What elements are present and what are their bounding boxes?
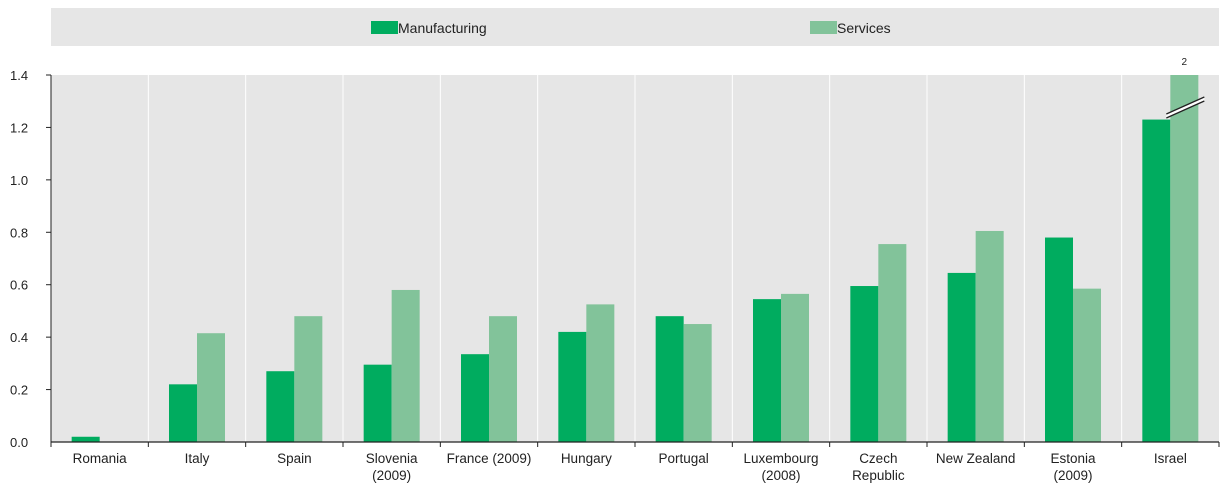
y-tick-label: 0.4 (10, 330, 28, 345)
x-category-label: Hungary (561, 451, 612, 466)
x-category-label: Estonia (2009) (1050, 451, 1096, 483)
bar-manufacturing-hungary (558, 331, 587, 442)
legend-background (51, 8, 1219, 46)
x-category-label: Czech Republic (852, 451, 905, 483)
legend-label-manufacturing: Manufacturing (398, 20, 487, 36)
bar-manufacturing-new-zealand (947, 272, 976, 442)
y-tick-label: 1.2 (10, 120, 28, 135)
axis-break-gap (1166, 97, 1205, 118)
bar-manufacturing-spain (266, 371, 295, 442)
bar-manufacturing-france-2009 (461, 354, 489, 442)
x-axis-category-labels: Romania Italy Spain Slovenia (2009) France (2… (73, 451, 1187, 483)
axis-break-line (1166, 100, 1205, 119)
bar-services-hungary (586, 304, 615, 442)
x-category-label: Romania (73, 451, 128, 466)
bar-services-new-zealand (975, 230, 1004, 442)
bar-services-france-2009 (489, 316, 517, 442)
x-category-label: France (2009) (447, 451, 532, 466)
bar-services-estonia-2009 (1073, 288, 1101, 442)
annotation-label: 2 (1182, 57, 1188, 68)
annotations: 2 (1166, 57, 1205, 119)
y-tick-label: 0.0 (10, 435, 28, 450)
legend: Manufacturing Services (51, 8, 1219, 46)
axis-break-line (1166, 96, 1205, 115)
y-tick-label: 1.4 (10, 68, 28, 83)
bar-manufacturing-israel (1142, 119, 1171, 443)
y-tick-label: 0.6 (10, 278, 28, 293)
axes (50, 75, 1220, 447)
x-category-label: Luxembourg (2008) (743, 451, 818, 483)
x-category-label: Portugal (659, 451, 709, 466)
bar-services-israel (1170, 75, 1199, 442)
y-tick-label: 0.8 (10, 225, 28, 240)
bar-manufacturing-estonia-2009 (1045, 237, 1073, 442)
legend-swatch-services (810, 21, 837, 34)
bar-services-luxembourg-2008 (781, 293, 809, 442)
bar-manufacturing-romania (71, 436, 100, 442)
x-category-label: Israel (1154, 451, 1187, 466)
bar-services-slovenia-2009 (391, 289, 420, 442)
bars (71, 75, 1199, 443)
x-category-label: Slovenia (2009) (366, 451, 418, 483)
y-axis-tick-labels: 0.0 0.2 0.4 0.6 0.8 1.0 1.2 1.4 (10, 68, 51, 450)
bar-services-spain (294, 316, 323, 442)
x-category-label: Spain (277, 451, 312, 466)
bar-manufacturing-italy (169, 384, 197, 442)
legend-label-services: Services (837, 20, 891, 36)
bar-manufacturing-luxembourg-2008 (753, 299, 781, 442)
bar-manufacturing-slovenia-2009 (363, 364, 392, 442)
bar-manufacturing-portugal (655, 316, 684, 442)
y-tick-label: 0.2 (10, 383, 28, 398)
bar-services-czech-republic (878, 244, 907, 442)
gridlines (147, 75, 1123, 442)
bar-manufacturing-czech-republic (850, 286, 879, 442)
y-tick-label: 1.0 (10, 173, 28, 188)
bar-services-portugal (683, 324, 712, 442)
legend-swatch-manufacturing (371, 21, 398, 34)
x-category-label: New Zealand (936, 451, 1016, 466)
x-category-label: Italy (185, 451, 210, 466)
bar-services-italy (197, 333, 225, 442)
